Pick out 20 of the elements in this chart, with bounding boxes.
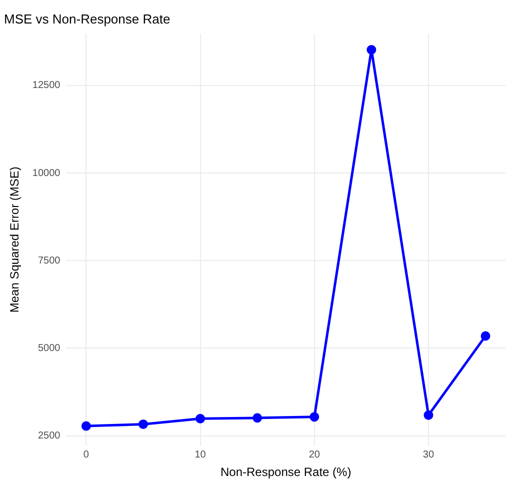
- point: [252, 413, 262, 423]
- y-tick-label: 10000: [32, 168, 61, 179]
- point: [366, 44, 376, 54]
- y-tick-label: 5000: [38, 342, 61, 354]
- y-tick-label: 12500: [32, 80, 61, 92]
- chart-title: MSE vs Non-Response Rate: [4, 11, 170, 26]
- x-tick-label: 30: [422, 449, 434, 460]
- point: [81, 421, 91, 431]
- point: [310, 412, 320, 422]
- x-tick-label: 0: [83, 449, 90, 460]
- point: [424, 410, 434, 420]
- x-axis-title: Non-Response Rate (%): [220, 465, 352, 480]
- x-tick-label: 10: [194, 449, 206, 460]
- y-tick-label: 7500: [38, 255, 61, 266]
- point: [138, 419, 148, 429]
- y-tick-label: 2500: [38, 430, 61, 442]
- point: [196, 414, 206, 424]
- y-axis-title: Mean Squared Error (MSE): [8, 166, 22, 313]
- x-tick-label: 20: [308, 449, 320, 460]
- point: [480, 331, 490, 341]
